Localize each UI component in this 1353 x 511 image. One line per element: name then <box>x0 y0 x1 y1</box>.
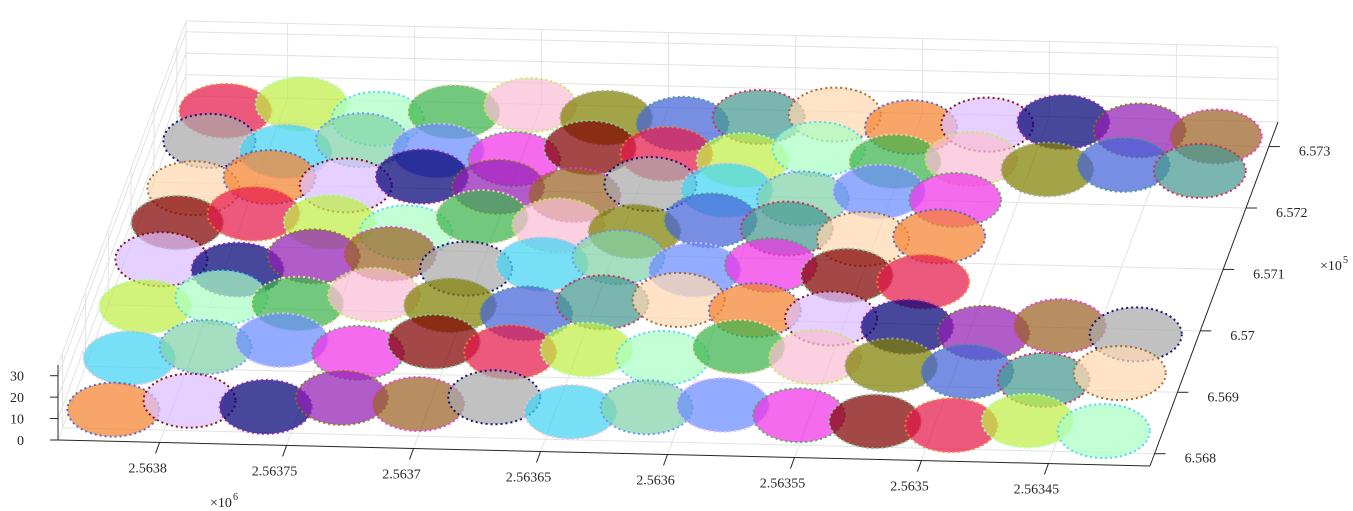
x-tick <box>916 460 922 472</box>
point-cluster <box>1056 403 1151 460</box>
y-tick-label: 6.569 <box>1207 390 1239 405</box>
y-tick-label: 6.571 <box>1253 267 1285 282</box>
z-tick-label: 10 <box>10 413 24 428</box>
point-cluster <box>218 378 313 435</box>
x-tick <box>155 442 161 454</box>
x-tick <box>536 451 541 463</box>
z-grid-line <box>185 74 1279 102</box>
box-edge <box>57 20 187 366</box>
point-cluster <box>342 225 437 282</box>
point-cluster <box>1072 345 1167 402</box>
point-cluster <box>876 253 971 310</box>
y-multiplier-exponent: 5 <box>1343 255 1348 266</box>
point-cluster <box>920 343 1015 400</box>
point-cluster <box>663 192 758 249</box>
x-tick <box>409 448 415 460</box>
z-grid-line <box>185 31 1279 59</box>
point-cluster <box>980 392 1075 449</box>
x-tick-label: 2.5637 <box>382 467 421 482</box>
y-tick-label: 6.573 <box>1299 145 1331 160</box>
y-tick-label: 6.572 <box>1276 206 1308 221</box>
y-tick-label: 6.57 <box>1230 329 1255 344</box>
y-tick-label: 6.568 <box>1185 452 1217 467</box>
point-cluster <box>631 271 726 328</box>
x-tick-label: 2.56365 <box>506 470 552 485</box>
point-cluster <box>892 208 987 265</box>
point-cluster <box>435 189 530 246</box>
axes: 2.5638 2.56375 2.5637 2.56365 2.5636 2.56355 2… <box>10 121 1348 511</box>
point-cluster <box>206 185 301 242</box>
x-tick <box>789 457 795 469</box>
point-cluster <box>768 329 863 386</box>
y-axis <box>1149 121 1279 467</box>
point-cluster <box>832 163 927 220</box>
z-tick-label: 30 <box>10 370 24 385</box>
box-edge <box>185 20 1279 48</box>
x-tick-label: 2.56375 <box>252 464 298 479</box>
point-cluster <box>387 313 482 370</box>
point-cluster <box>66 381 161 438</box>
x-axis <box>57 439 1151 467</box>
z-grid-line <box>57 52 187 398</box>
z-grid-line <box>57 31 187 376</box>
x-tick-label: 2.5635 <box>890 480 929 495</box>
x-tick <box>282 445 288 457</box>
x-tick <box>1043 463 1049 475</box>
point-cluster <box>1152 142 1247 199</box>
point-cluster <box>675 376 770 433</box>
point-cluster <box>691 318 786 375</box>
y-multiplier: ×10 <box>1320 259 1342 274</box>
point-cluster <box>1012 298 1107 355</box>
z-tick-label: 0 <box>17 434 24 449</box>
x-multiplier-exponent: 6 <box>233 492 238 503</box>
point-cluster <box>1016 94 1111 151</box>
x-tick-label: 2.5638 <box>128 461 167 476</box>
point-cloud <box>66 76 1263 460</box>
z-grid-line <box>185 52 1279 80</box>
point-cluster <box>483 77 578 134</box>
x-tick-label: 2.56345 <box>1014 483 1060 498</box>
z-tick-label: 20 <box>10 391 24 406</box>
x-multiplier: ×10 <box>210 496 232 511</box>
x-tick <box>663 454 668 466</box>
point-cluster <box>539 321 634 378</box>
x-tick-label: 2.5636 <box>636 474 675 489</box>
point-cluster <box>326 266 421 323</box>
x-tick-label: 2.56355 <box>760 477 806 492</box>
